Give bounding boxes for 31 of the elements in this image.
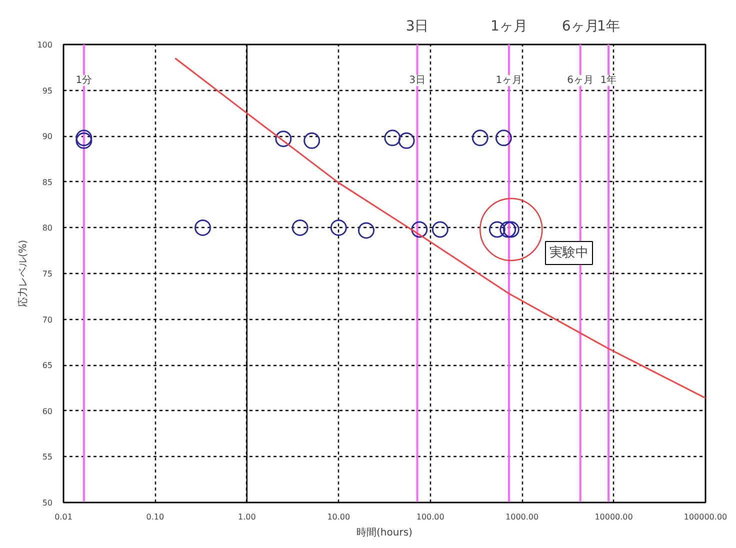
- y-axis-title: 応力レベル(%): [17, 240, 30, 308]
- x-tick-label: 10.00: [327, 512, 350, 522]
- x-tick-label: 10000.00: [594, 512, 633, 522]
- y-tick-label: 85: [42, 178, 53, 187]
- x-tick-label: 0.10: [146, 512, 164, 522]
- ref-line-label: 6ヶ月: [567, 75, 594, 86]
- annotation: 1ヶ月: [490, 18, 528, 34]
- ref-line-label: 1年: [600, 74, 617, 86]
- annotation: 1年: [597, 18, 620, 34]
- ref-line-label: 1分: [76, 74, 92, 86]
- annotation: 6ヶ月: [562, 18, 599, 34]
- annotation: 実験中: [550, 244, 588, 260]
- y-tick-label: 100: [37, 40, 53, 50]
- y-tick-label: 50: [42, 498, 53, 508]
- ref-line-label: 1ヶ月: [496, 75, 522, 86]
- ref-line-label: 3日: [409, 75, 426, 86]
- x-axis-title: 時間(hours): [356, 526, 413, 538]
- y-tick-label: 75: [42, 270, 53, 278]
- x-tick-label: 100000.00: [684, 512, 728, 522]
- y-tick-label: 70: [42, 315, 53, 324]
- y-tick-label: 60: [42, 406, 53, 416]
- x-tick-label: 100.00: [416, 512, 444, 522]
- x-tick-label: 1000.00: [506, 512, 539, 522]
- y-tick-label: 95: [42, 86, 53, 96]
- y-tick-label: 55: [42, 452, 53, 462]
- y-tick-label: 65: [42, 361, 53, 370]
- y-tick-label: 80: [42, 224, 53, 233]
- y-tick-label: 90: [42, 132, 53, 142]
- annotation: 3日: [406, 18, 429, 34]
- x-tick-label: 0.01: [54, 512, 72, 522]
- x-tick-label: 1.00: [238, 512, 256, 522]
